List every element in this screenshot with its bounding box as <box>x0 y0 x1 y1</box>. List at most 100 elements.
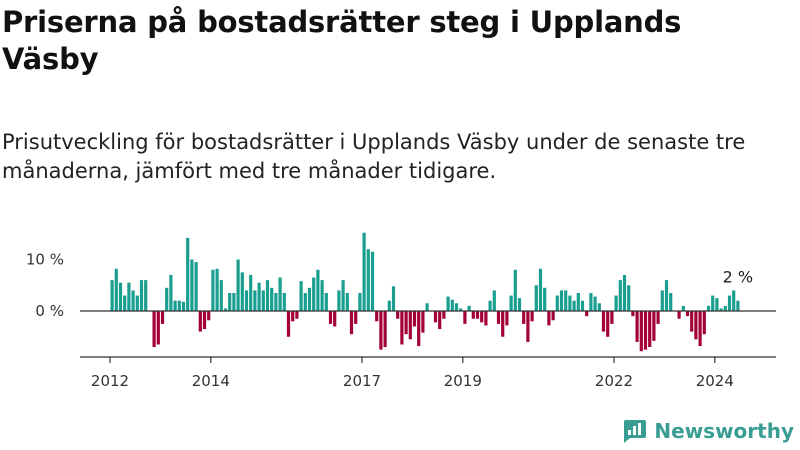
bar <box>387 300 391 311</box>
bar <box>139 280 144 311</box>
bar <box>207 311 211 321</box>
bar <box>320 280 324 311</box>
bar <box>194 262 198 311</box>
bar <box>362 232 366 311</box>
bar <box>513 269 517 311</box>
bar <box>505 311 509 326</box>
bar <box>727 295 732 311</box>
bar <box>316 269 320 311</box>
bar <box>492 290 496 311</box>
bar <box>303 292 307 311</box>
bar <box>656 311 660 324</box>
bar <box>291 311 295 322</box>
bar <box>312 277 316 311</box>
bar <box>337 290 341 311</box>
axis-layer: 0 % 10 % 2012 2014 2017 2019 2022 2024 2 % <box>26 251 776 390</box>
bar <box>152 311 156 348</box>
bar <box>236 259 240 311</box>
bar <box>438 311 442 330</box>
bar <box>396 311 400 319</box>
bar <box>635 311 639 342</box>
bar <box>404 311 408 335</box>
bar <box>118 282 123 311</box>
bar <box>706 305 711 311</box>
bar <box>601 311 606 332</box>
brand-name: Newsworthy <box>654 419 794 443</box>
bar <box>534 285 538 311</box>
bar <box>144 280 148 311</box>
bar <box>681 305 685 311</box>
bar <box>333 311 337 327</box>
bar <box>412 311 417 327</box>
bar <box>480 311 484 323</box>
bar <box>433 311 438 323</box>
bar <box>732 290 736 311</box>
y-tick-label: 0 % <box>35 302 64 320</box>
bar <box>181 301 186 311</box>
bar <box>114 268 118 311</box>
bar <box>610 311 614 324</box>
bar <box>257 282 261 311</box>
bar <box>198 311 202 332</box>
chart-subtitle: Prisutveckling för bostadsrätter i Uppla… <box>2 130 746 183</box>
bar <box>408 311 412 340</box>
bar <box>463 311 467 324</box>
bar <box>572 300 576 311</box>
bar <box>711 295 715 311</box>
bar <box>282 292 286 311</box>
bar <box>652 311 656 341</box>
bar <box>543 287 547 311</box>
x-tick-label: 2017 <box>343 372 381 390</box>
bar <box>190 259 194 311</box>
bar <box>169 274 173 311</box>
bar <box>593 296 597 311</box>
bar <box>627 285 631 311</box>
bar <box>522 311 526 324</box>
bar <box>383 311 387 348</box>
bar <box>173 300 177 311</box>
bar <box>580 300 585 311</box>
bar <box>669 292 673 311</box>
bar <box>517 298 522 312</box>
bar <box>702 311 706 335</box>
bar <box>160 311 165 324</box>
bar <box>358 292 362 311</box>
bar <box>664 280 669 311</box>
bar <box>286 311 291 337</box>
bar <box>253 290 257 311</box>
bar <box>446 296 450 311</box>
bar <box>123 295 127 311</box>
bar <box>379 311 383 350</box>
bar <box>127 282 131 311</box>
bar <box>530 311 534 322</box>
x-tick-label: 2012 <box>91 372 129 390</box>
bar <box>270 287 274 311</box>
x-tick-label: 2014 <box>192 372 230 390</box>
bar <box>177 300 181 311</box>
bar <box>488 300 492 311</box>
chart-title: Priserna på bostadsrätter steg i Uppland… <box>2 5 682 76</box>
bar <box>685 311 690 317</box>
bar <box>215 268 219 311</box>
last-value-annotation: 2 % <box>723 268 753 287</box>
bar <box>454 303 459 311</box>
bar <box>694 311 698 340</box>
bar <box>648 311 652 348</box>
bar <box>622 274 627 311</box>
bar <box>484 311 488 326</box>
bar <box>631 311 635 317</box>
bar <box>345 292 349 311</box>
bar <box>698 311 702 347</box>
bar <box>244 290 249 311</box>
bar <box>568 295 572 311</box>
newsworthy-logo[interactable]: Newsworthy <box>622 418 794 444</box>
bar <box>328 311 333 324</box>
bar <box>723 305 727 311</box>
bar <box>421 311 425 333</box>
bar <box>606 311 610 337</box>
bar <box>736 300 740 311</box>
bar <box>186 237 190 311</box>
bar <box>349 311 354 335</box>
bar <box>400 311 404 345</box>
